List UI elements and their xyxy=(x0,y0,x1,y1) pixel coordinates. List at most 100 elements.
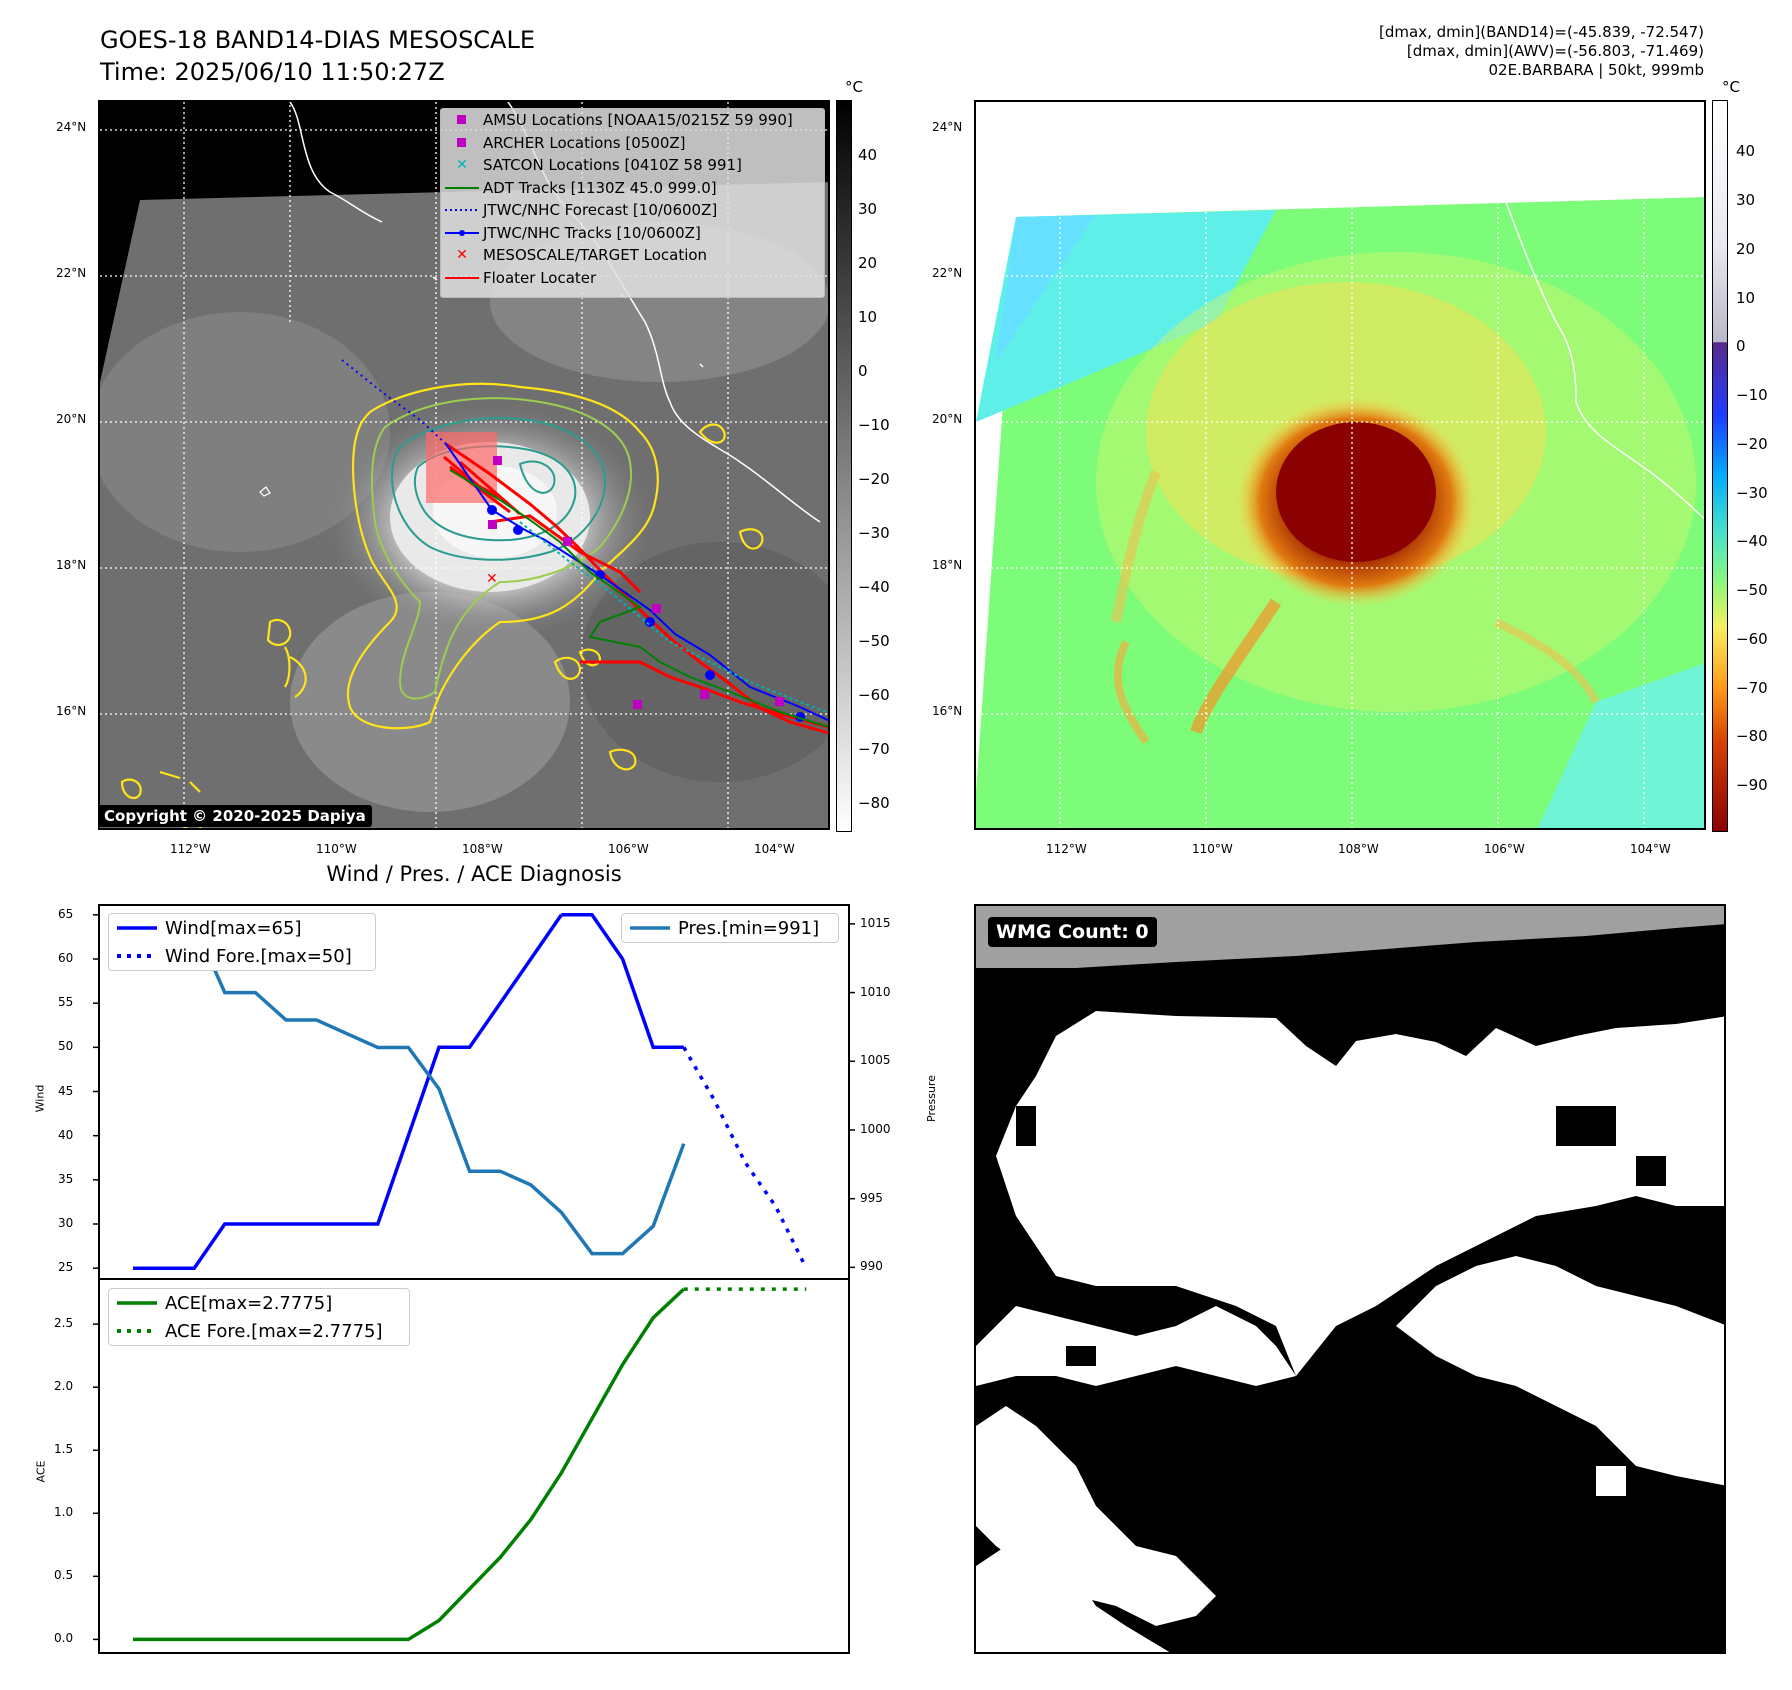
blue-line-dot-icon xyxy=(441,223,483,243)
copyright-badge: Copyright © 2020-2025 Dapiya xyxy=(98,805,372,827)
wmg-panel xyxy=(974,904,1726,1654)
pressure-legend: Pres.[min=991] xyxy=(621,913,839,943)
colorbar-tick: −50 xyxy=(1736,581,1768,599)
colorbar-tick: −80 xyxy=(858,794,890,812)
blue-dotted-line-icon xyxy=(441,200,483,220)
stats-line-band14: [dmax, dmin](BAND14)=(-45.839, -72.547) xyxy=(1379,23,1704,41)
ace-tick-label: 2.5 xyxy=(54,1316,74,1331)
pressure-series-0 xyxy=(133,922,686,1256)
map-title: GOES-18 BAND14-DIAS MESOSCALE xyxy=(100,26,536,54)
lon-tick: 110°W xyxy=(1192,842,1233,856)
ace-tick-label: 1.0 xyxy=(54,1505,74,1520)
colorbar-tick: −10 xyxy=(858,416,890,434)
stats-line-awv: [dmax, dmin](AWV)=(-56.803, -71.469) xyxy=(1406,42,1704,60)
pressure-tick-label: 1010 xyxy=(860,984,891,999)
colorbar-tick: −60 xyxy=(1736,630,1768,648)
storm-info: 02E.BARBARA | 50kt, 999mb xyxy=(1488,61,1704,79)
green-dotted-line-icon xyxy=(109,1329,165,1333)
colorbar-tick: 30 xyxy=(1736,191,1756,209)
magenta-square-icon xyxy=(441,133,483,153)
green-line-icon xyxy=(441,178,483,198)
legend-archer: ARCHER Locations [0500Z] xyxy=(441,132,824,155)
colorbar-unit: °C xyxy=(845,78,863,96)
colorbar-tick: −50 xyxy=(858,632,890,650)
colorbar-tick: −30 xyxy=(1736,484,1768,502)
lat-tick: 22°N xyxy=(932,266,963,280)
diag-title: Wind / Pres. / ACE Diagnosis xyxy=(326,862,622,886)
lon-tick: 104°W xyxy=(754,842,795,856)
lat-tick: 22°N xyxy=(56,266,87,280)
wind-axis-label: Wind xyxy=(33,1084,47,1113)
colorbar-tick: 20 xyxy=(858,254,878,272)
colorbar-tick: −40 xyxy=(1736,532,1768,550)
map-legend: AMSU Locations [NOAA15/0215Z 59 990] ARC… xyxy=(440,108,825,298)
wmg-count-badge: WMG Count: 0 xyxy=(988,917,1157,947)
diag-divider xyxy=(98,1278,850,1280)
colorbar-tick: −30 xyxy=(858,524,890,542)
lon-tick: 112°W xyxy=(1046,842,1087,856)
legend-adt: ADT Tracks [1130Z 45.0 999.0] xyxy=(441,177,824,200)
awv-map-panel xyxy=(974,100,1706,830)
svg-text:✕: ✕ xyxy=(486,571,498,587)
lat-tick: 24°N xyxy=(56,120,87,134)
pressure-axis-label: Pressure xyxy=(924,1075,938,1122)
ace-series-0 xyxy=(133,1287,685,1642)
legend-tracks: JTWC/NHC Tracks [10/0600Z] xyxy=(441,222,824,245)
colorbar-tick: −90 xyxy=(1736,776,1768,794)
wind-series-0 xyxy=(133,913,563,1270)
wind-tick-label: 25 xyxy=(58,1260,74,1275)
pressure-tick-label: 995 xyxy=(860,1190,883,1205)
colorbar-tick: 10 xyxy=(1736,289,1756,307)
wind-axis xyxy=(93,914,98,1269)
lat-tick: 18°N xyxy=(932,558,963,572)
colorbar-tick: −70 xyxy=(858,740,890,758)
lat-tick: 20°N xyxy=(932,412,963,426)
colorbar-tick: −70 xyxy=(1736,679,1768,697)
lon-tick: 106°W xyxy=(1484,842,1525,856)
legend-wind: Wind[max=65] xyxy=(109,914,375,942)
lat-tick: 20°N xyxy=(56,412,87,426)
wind-series-2 xyxy=(682,1046,808,1269)
lon-tick: 108°W xyxy=(462,842,503,856)
wmg-mask-image xyxy=(976,906,1724,1652)
colorbar-tick: 40 xyxy=(1736,142,1756,160)
wind-legend: Wind[max=65] Wind Fore.[max=50] xyxy=(108,913,376,971)
colorbar-tick: 0 xyxy=(858,362,868,380)
colorbar-tick: 0 xyxy=(1736,337,1746,355)
legend-ace-fore: ACE Fore.[max=2.7775] xyxy=(109,1317,409,1345)
colorbar-unit: °C xyxy=(1722,78,1740,96)
legend-satcon: ✕ SATCON Locations [0410Z 58 991] xyxy=(441,154,824,177)
pressure-tick-label: 1000 xyxy=(860,1121,891,1136)
wind-tick-label: 50 xyxy=(58,1039,74,1054)
wind-tick-label: 35 xyxy=(58,1171,74,1186)
colorbar-tick: −20 xyxy=(1736,435,1768,453)
legend-forecast: JTWC/NHC Forecast [10/0600Z] xyxy=(441,199,824,222)
lon-tick: 104°W xyxy=(1630,842,1671,856)
colorbar-tick: 20 xyxy=(1736,240,1756,258)
ir-colorbar xyxy=(836,100,852,832)
colorbar-tick: −10 xyxy=(1736,386,1768,404)
legend-target: ✕ MESOSCALE/TARGET Location xyxy=(441,244,824,267)
awv-colorbar xyxy=(1712,100,1728,832)
legend-ace: ACE[max=2.7775] xyxy=(109,1289,409,1317)
green-line-icon xyxy=(109,1301,165,1305)
ace-tick-label: 0.5 xyxy=(54,1568,74,1583)
wind-tick-label: 40 xyxy=(58,1127,74,1142)
colorbar-tick: 10 xyxy=(858,308,878,326)
lon-tick: 112°W xyxy=(170,842,211,856)
red-x-icon: ✕ xyxy=(456,247,468,264)
colorbar-tick: −80 xyxy=(1736,727,1768,745)
wind-tick-label: 30 xyxy=(58,1216,74,1230)
ace-tick-label: 2.0 xyxy=(54,1379,74,1394)
lat-tick: 16°N xyxy=(932,704,963,718)
map-time: Time: 2025/06/10 11:50:27Z xyxy=(100,58,445,86)
legend-floater: Floater Locater xyxy=(441,267,824,290)
red-line-icon xyxy=(441,268,483,288)
series-layer xyxy=(133,913,808,1642)
wind-tick-label: 55 xyxy=(58,995,74,1010)
ace-axis xyxy=(93,1323,98,1641)
steelblue-line-icon xyxy=(622,926,678,930)
blue-dotted-line-icon xyxy=(109,954,165,958)
lat-tick: 24°N xyxy=(932,120,963,134)
